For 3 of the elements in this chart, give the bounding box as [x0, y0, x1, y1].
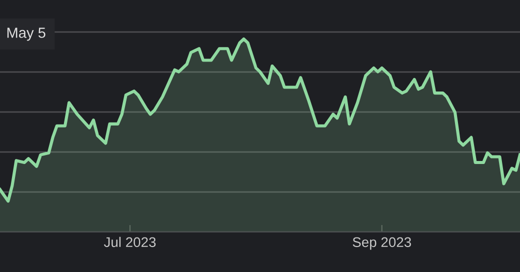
- x-tick-label: Sep 2023: [352, 237, 411, 250]
- annotation: May 5: [7, 28, 46, 41]
- x-tick-label: Jul 2023: [104, 236, 156, 248]
